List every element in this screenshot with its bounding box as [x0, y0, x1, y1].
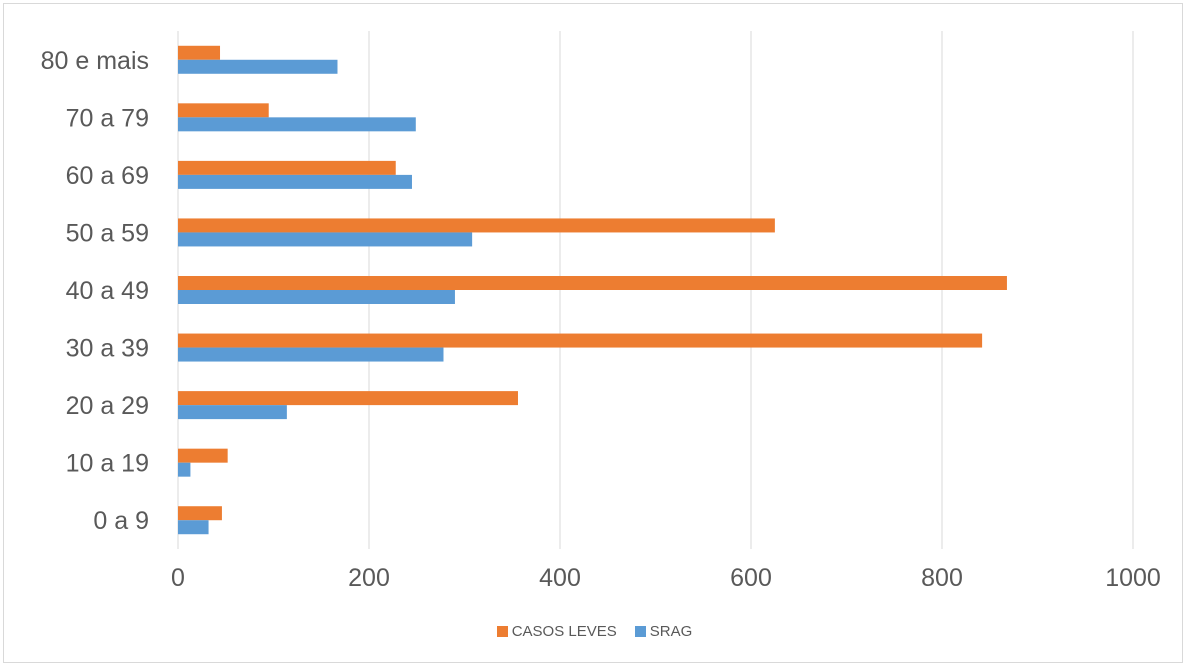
bar-casos-leves [178, 391, 518, 406]
x-tick-label: 400 [539, 564, 581, 592]
y-tick-label: 0 a 9 [93, 507, 149, 535]
y-tick-label: 20 a 29 [66, 392, 149, 420]
y-tick-label: 50 a 59 [66, 219, 149, 247]
bar-srag [178, 232, 473, 247]
bar-srag [178, 520, 209, 535]
legend: CASOS LEVES SRAG [0, 623, 1189, 640]
y-tick-labels: 0 a 9 10 a 19 20 a 29 30 a 39 40 a 49 50 a 59… [41, 47, 149, 535]
legend-swatch-casos-leves [496, 626, 508, 637]
bars [178, 45, 1007, 535]
x-tick-labels: 0 200 400 600 800 1000 [171, 564, 1161, 592]
x-tick-label: 200 [348, 564, 390, 592]
x-tick-label: 1000 [1105, 564, 1161, 592]
legend-item-casos-leves: CASOS LEVES [496, 623, 617, 640]
bar-casos-leves [178, 506, 222, 521]
y-tick-label: 60 a 69 [66, 162, 149, 190]
x-tick-label: 600 [730, 564, 772, 592]
y-tick-label: 10 a 19 [66, 450, 149, 478]
legend-item-srag: SRAG [634, 623, 693, 640]
y-tick-label: 70 a 79 [66, 104, 149, 132]
bar-casos-leves [178, 218, 775, 233]
y-tick-label: 30 a 39 [66, 335, 149, 363]
bar-casos-leves [178, 333, 983, 348]
legend-label-casos-leves: CASOS LEVES [511, 623, 617, 640]
y-tick-label: 40 a 49 [66, 277, 149, 305]
bar-casos-leves [178, 45, 221, 60]
bar-srag [178, 462, 191, 477]
legend-swatch-srag [634, 626, 646, 637]
bar-srag [178, 59, 338, 74]
y-tick-label: 80 e mais [41, 47, 149, 75]
bar-casos-leves [178, 103, 269, 118]
bar-srag [178, 174, 412, 189]
bar-srag [178, 347, 444, 362]
legend-label-srag: SRAG [649, 623, 693, 640]
bar-srag [178, 117, 416, 132]
x-tick-label: 800 [921, 564, 963, 592]
x-tick-label: 0 [171, 564, 185, 592]
bar-casos-leves [178, 160, 396, 175]
bar-srag [178, 405, 287, 420]
bar-casos-leves [178, 276, 1007, 290]
bar-srag [178, 290, 455, 304]
bar-casos-leves [178, 448, 228, 463]
